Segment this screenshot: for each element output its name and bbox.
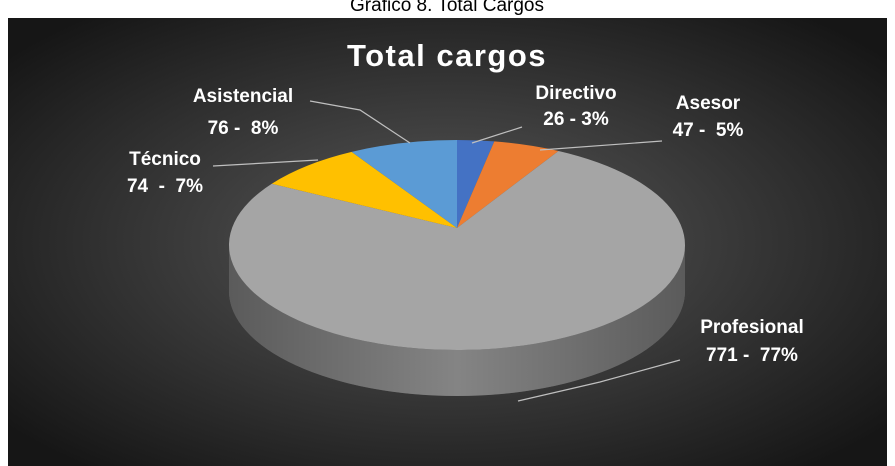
caption: Gráfico 8. Total Cargos <box>350 0 544 16</box>
value-label: 76 - 8% <box>208 118 279 139</box>
category-label: Profesional <box>700 317 803 338</box>
value-label: 47 - 5% <box>673 120 744 141</box>
value-label: 74 - 7% <box>127 176 203 197</box>
slice <box>271 151 457 228</box>
slice <box>457 141 559 228</box>
leader-line <box>309 100 411 144</box>
slice-side <box>229 245 685 396</box>
leader-line <box>517 359 681 402</box>
category-label: Técnico <box>129 149 201 170</box>
slice <box>457 140 495 228</box>
leader-line <box>471 126 523 144</box>
category-label: Directivo <box>535 83 616 104</box>
value-label: 26 - 3% <box>543 109 609 130</box>
category-label: Asesor <box>676 93 741 114</box>
side-shade <box>229 245 685 396</box>
chart-title: Total cargos <box>347 38 547 73</box>
leader-line <box>212 159 319 167</box>
slice <box>228 150 685 351</box>
slice <box>351 140 457 228</box>
leader-line <box>539 140 663 151</box>
value-label: 771 - 77% <box>706 345 798 366</box>
category-label: Asistencial <box>193 86 293 107</box>
